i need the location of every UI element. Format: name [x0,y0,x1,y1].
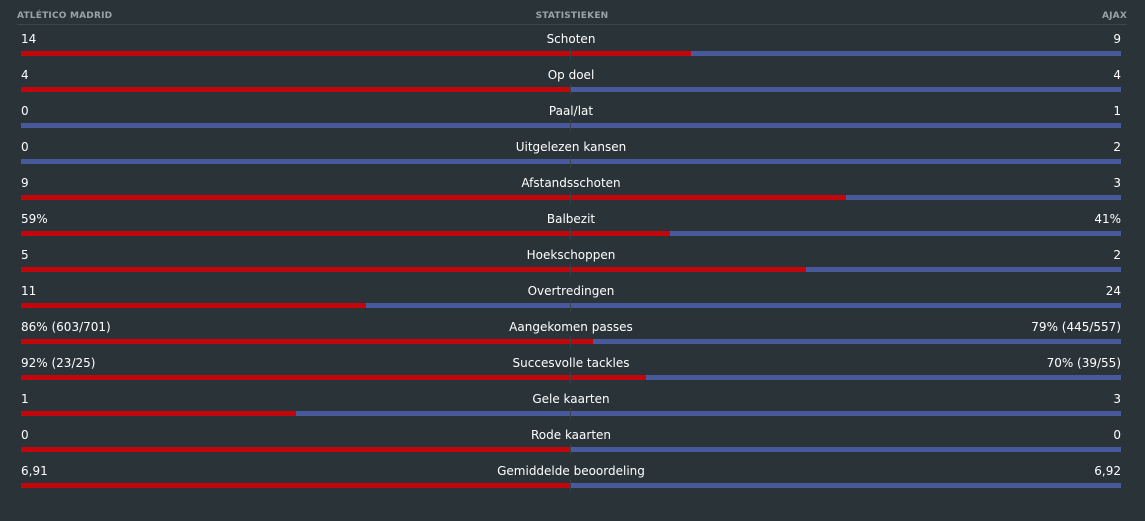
home-value: 5 [21,248,29,262]
away-value: 0 [1113,428,1121,442]
stat-row: 5 Hoekschoppen 2 [21,244,1121,280]
away-value: 70% (39/55) [1046,356,1121,370]
stat-row: 6,91 Gemiddelde beoordeling 6,92 [21,460,1121,496]
comparison-bar [21,408,1121,419]
home-value: 9 [21,176,29,190]
stats-title: STATISTIEKEN [535,11,609,21]
away-value: 2 [1113,140,1121,154]
bar-midpoint [570,120,571,131]
comparison-bar [21,300,1121,311]
home-value: 11 [21,284,37,298]
stat-row: 1 Gele kaarten 3 [21,388,1121,424]
bar-midpoint [570,336,571,347]
home-share-fill [21,51,691,56]
home-value: 4 [21,68,29,82]
comparison-bar [21,264,1121,275]
bar-midpoint [570,84,571,95]
home-share-fill [21,267,806,272]
bar-midpoint [570,444,571,455]
bar-midpoint [570,300,571,311]
away-value: 79% (445/557) [1031,320,1121,334]
away-value: 9 [1113,32,1121,46]
away-value: 41% [1094,212,1121,226]
stat-label: Aangekomen passes [509,320,633,334]
stat-label: Overtredingen [527,284,615,298]
bar-midpoint [570,408,571,419]
stat-label: Rode kaarten [530,428,612,442]
home-share-fill [21,87,571,92]
stat-row: 9 Afstandsschoten 3 [21,172,1121,208]
stat-label: Gemiddelde beoordeling [497,464,645,478]
stat-row: 0 Rode kaarten 0 [21,424,1121,460]
stats-header: ATLÉTICO MADRID STATISTIEKEN AJAX [17,8,1127,25]
stat-row: 86% (603/701) Aangekomen passes 79% (445… [21,316,1121,352]
home-value: 14 [21,32,37,46]
home-value: 1 [21,392,29,406]
home-value: 0 [21,428,29,442]
comparison-bar [21,336,1121,347]
comparison-bar [21,156,1121,167]
home-share-fill [21,411,296,416]
away-value: 1 [1113,104,1121,118]
stat-label: Hoekschoppen [526,248,616,262]
comparison-bar [21,120,1121,131]
comparison-bar [21,228,1121,239]
home-share-fill [21,447,571,452]
comparison-bar [21,84,1121,95]
comparison-bar [21,192,1121,203]
bar-midpoint [570,480,571,491]
home-share-fill [21,339,593,344]
bar-midpoint [570,264,571,275]
home-value: 6,91 [21,464,48,478]
home-share-fill [21,195,846,200]
home-value: 59% [21,212,48,226]
comparison-bar [21,372,1121,383]
home-share-fill [21,483,571,488]
home-value: 0 [21,104,29,118]
comparison-bar [21,444,1121,455]
away-team-name: AJAX [1101,11,1127,21]
stat-label: Schoten [546,32,596,46]
away-value: 3 [1113,176,1121,190]
stat-label: Balbezit [546,212,596,226]
stats-rows: 14 Schoten 9 4 Op doel 4 0 Paal/lat 1 0 … [21,28,1121,496]
bar-midpoint [570,372,571,383]
stat-row: 92% (23/25) Succesvolle tackles 70% (39/… [21,352,1121,388]
away-value: 2 [1113,248,1121,262]
away-value: 3 [1113,392,1121,406]
bar-midpoint [570,48,571,59]
home-team-name: ATLÉTICO MADRID [17,11,113,21]
stat-row: 14 Schoten 9 [21,28,1121,64]
comparison-bar [21,480,1121,491]
away-value: 24 [1105,284,1121,298]
stat-row: 4 Op doel 4 [21,64,1121,100]
home-value: 0 [21,140,29,154]
home-share-fill [21,375,646,380]
stat-row: 0 Uitgelezen kansen 2 [21,136,1121,172]
stat-label: Paal/lat [548,104,594,118]
home-value: 92% (23/25) [21,356,96,370]
stat-label: Gele kaarten [532,392,610,406]
stat-label: Afstandsschoten [521,176,621,190]
stat-row: 59% Balbezit 41% [21,208,1121,244]
bar-midpoint [570,156,571,167]
stat-label: Uitgelezen kansen [515,140,627,154]
bar-midpoint [570,192,571,203]
away-value: 6,92 [1094,464,1121,478]
away-value: 4 [1113,68,1121,82]
comparison-bar [21,48,1121,59]
stat-row: 11 Overtredingen 24 [21,280,1121,316]
home-share-fill [21,303,366,308]
stat-label: Op doel [547,68,595,82]
bar-midpoint [570,228,571,239]
home-value: 86% (603/701) [21,320,111,334]
stat-row: 0 Paal/lat 1 [21,100,1121,136]
home-share-fill [21,231,670,236]
stat-label: Succesvolle tackles [512,356,630,370]
